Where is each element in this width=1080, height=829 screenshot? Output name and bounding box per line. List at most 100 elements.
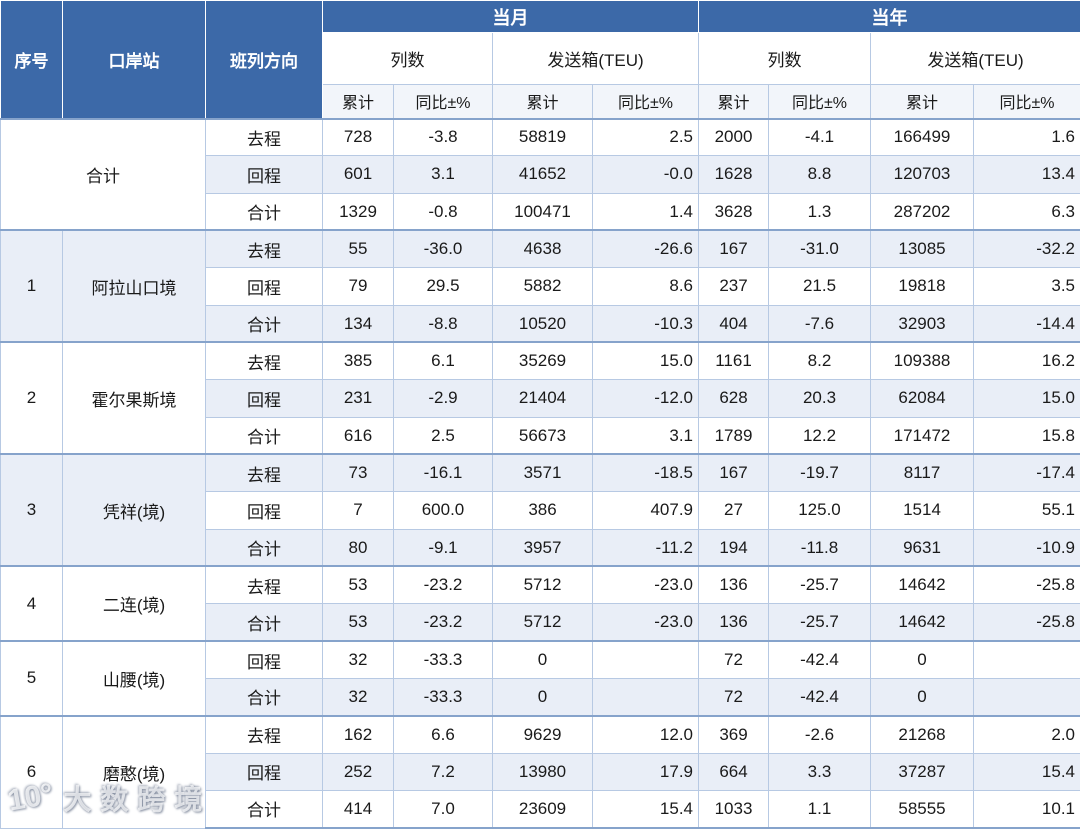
value-cell: 21404 — [492, 379, 593, 418]
station-cell: 凭祥(境) — [62, 453, 206, 567]
direction-cell: 合计 — [205, 416, 323, 455]
value-cell: -9.1 — [393, 528, 493, 567]
value-cell: 1514 — [870, 491, 974, 530]
col-header-serial: 序号 — [0, 0, 63, 120]
leaf-header-yoy: 同比±% — [393, 84, 493, 120]
value-cell: -3.8 — [393, 117, 493, 157]
value-cell: -0.8 — [393, 192, 493, 231]
value-cell: 13.4 — [973, 155, 1080, 194]
leaf-header-yoy: 同比±% — [592, 84, 699, 120]
value-cell: 15.0 — [973, 379, 1080, 418]
value-cell: 72 — [698, 677, 769, 717]
direction-cell: 合计 — [205, 603, 323, 642]
value-cell: 100471 — [492, 192, 593, 231]
value-cell: 2000 — [698, 117, 769, 157]
value-cell: -19.7 — [768, 453, 871, 493]
value-cell: 14642 — [870, 565, 974, 605]
direction-cell: 合计 — [205, 192, 323, 231]
serial-cell: 4 — [0, 565, 63, 642]
value-cell: 6.1 — [393, 341, 493, 381]
value-cell: 9631 — [870, 528, 974, 567]
direction-cell: 去程 — [205, 565, 323, 605]
value-cell: 3628 — [698, 192, 769, 231]
value-cell: 3.1 — [393, 155, 493, 194]
value-cell: 386 — [492, 491, 593, 530]
direction-cell: 去程 — [205, 341, 323, 381]
value-cell: 72 — [698, 640, 769, 679]
value-cell: 162 — [322, 714, 394, 754]
value-cell: 73 — [322, 453, 394, 493]
value-cell: 7.2 — [393, 752, 493, 791]
value-cell: 2.5 — [393, 416, 493, 455]
direction-cell: 去程 — [205, 117, 323, 157]
direction-cell: 回程 — [205, 155, 323, 194]
value-cell: -36.0 — [393, 229, 493, 269]
value-cell: 15.4 — [592, 789, 699, 829]
value-cell: 8.6 — [592, 267, 699, 306]
value-cell: 167 — [698, 229, 769, 269]
value-cell: 167 — [698, 453, 769, 493]
value-cell: 53 — [322, 603, 394, 642]
table-header: 序号 口岸站 班列方向 当月 当年 列数 发送箱(TEU) 列数 发送箱(TEU… — [0, 0, 1080, 120]
value-cell: -42.4 — [768, 677, 871, 717]
direction-cell: 回程 — [205, 752, 323, 791]
leaf-header-yoy: 同比±% — [768, 84, 871, 120]
value-cell: 1.6 — [973, 117, 1080, 157]
group-header-current-year: 当年 — [698, 0, 1080, 33]
value-cell: -33.3 — [393, 640, 493, 679]
value-cell: 12.2 — [768, 416, 871, 455]
serial-cell: 3 — [0, 453, 63, 567]
direction-cell: 去程 — [205, 453, 323, 493]
value-cell: 616 — [322, 416, 394, 455]
value-cell: 194 — [698, 528, 769, 567]
value-cell: 32 — [322, 677, 394, 717]
value-cell: -14.4 — [973, 304, 1080, 343]
serial-cell: 6 — [0, 714, 63, 829]
value-cell: 1.3 — [768, 192, 871, 231]
value-cell: -26.6 — [592, 229, 699, 269]
value-cell: -16.1 — [393, 453, 493, 493]
value-cell: 55 — [322, 229, 394, 269]
direction-cell: 回程 — [205, 379, 323, 418]
value-cell: 62084 — [870, 379, 974, 418]
direction-cell: 合计 — [205, 528, 323, 567]
value-cell: 79 — [322, 267, 394, 306]
value-cell — [973, 640, 1080, 679]
value-cell: 287202 — [870, 192, 974, 231]
leaf-header-cumulative: 累计 — [492, 84, 593, 120]
direction-cell: 回程 — [205, 267, 323, 306]
value-cell: 385 — [322, 341, 394, 381]
value-cell: 27 — [698, 491, 769, 530]
leaf-header-cumulative: 累计 — [870, 84, 974, 120]
station-cell: 磨憨(境) — [62, 714, 206, 829]
value-cell: -23.2 — [393, 603, 493, 642]
value-cell: 1.4 — [592, 192, 699, 231]
value-cell: 6.6 — [393, 714, 493, 754]
value-cell — [592, 640, 699, 679]
value-cell: 601 — [322, 155, 394, 194]
value-cell: -2.9 — [393, 379, 493, 418]
value-cell: 407.9 — [592, 491, 699, 530]
value-cell: 15.0 — [592, 341, 699, 381]
value-cell: 58555 — [870, 789, 974, 829]
station-total-cell: 合计 — [0, 117, 206, 231]
leaf-header-yoy: 同比±% — [973, 84, 1080, 120]
value-cell: -25.8 — [973, 565, 1080, 605]
value-cell: 58819 — [492, 117, 593, 157]
value-cell: 35269 — [492, 341, 593, 381]
value-cell: 19818 — [870, 267, 974, 306]
col-header-direction: 班列方向 — [205, 0, 323, 120]
value-cell: 628 — [698, 379, 769, 418]
value-cell: 16.2 — [973, 341, 1080, 381]
value-cell: 600.0 — [393, 491, 493, 530]
value-cell: -32.2 — [973, 229, 1080, 269]
value-cell: 0 — [870, 677, 974, 717]
value-cell: 20.3 — [768, 379, 871, 418]
station-cell: 阿拉山口境 — [62, 229, 206, 343]
value-cell: 29.5 — [393, 267, 493, 306]
value-cell: -42.4 — [768, 640, 871, 679]
value-cell — [973, 677, 1080, 717]
value-cell: 136 — [698, 603, 769, 642]
value-cell: 9629 — [492, 714, 593, 754]
